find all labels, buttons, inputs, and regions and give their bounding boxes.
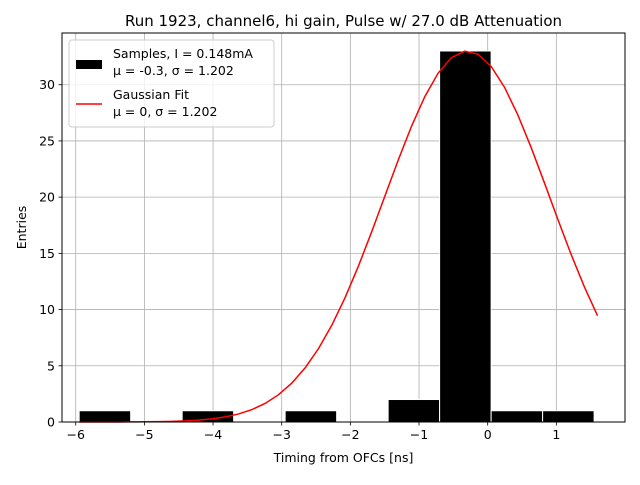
y-axis-ticks: 0 5 10 15 20 25 30 <box>39 77 62 430</box>
plot-area-frame <box>61 32 626 423</box>
x-axis-ticks: −6 −5 −4 −3 −2 −1 0 1 <box>67 422 560 442</box>
legend-histogram-swatch <box>76 60 102 69</box>
legend: Samples, I = 0.148mA μ = -0.3, σ = 1.202… <box>68 39 275 128</box>
y-axis-label: Entries <box>14 206 29 250</box>
histogram-bar <box>439 50 492 423</box>
x-tick-label: −6 <box>67 427 85 442</box>
chart-title: Run 1923, channel6, hi gain, Pulse w/ 27… <box>125 12 562 30</box>
histogram-bar <box>78 410 132 423</box>
legend-fit-stats: μ = 0, σ = 1.202 <box>113 104 217 119</box>
x-tick-label: −1 <box>410 427 428 442</box>
x-tick-label: −5 <box>135 427 153 442</box>
legend-box <box>68 39 275 128</box>
histogram-bar <box>387 399 441 423</box>
x-tick-label: 1 <box>552 427 560 442</box>
x-tick-label: 0 <box>484 427 492 442</box>
legend-fit-label: Gaussian Fit <box>113 87 189 102</box>
y-tick-label: 30 <box>39 77 55 92</box>
x-tick-label: −3 <box>272 427 290 442</box>
x-tick-label: −4 <box>204 427 222 442</box>
y-tick-label: 25 <box>39 133 55 148</box>
y-tick-label: 0 <box>47 415 55 430</box>
histogram-bar <box>284 410 338 423</box>
y-tick-label: 20 <box>39 190 55 205</box>
y-tick-label: 10 <box>39 302 55 317</box>
y-tick-label: 5 <box>47 358 55 373</box>
legend-histogram-label: Samples, I = 0.148mA <box>113 46 253 61</box>
legend-histogram-stats: μ = -0.3, σ = 1.202 <box>113 63 234 78</box>
x-tick-label: −2 <box>341 427 359 442</box>
y-tick-label: 15 <box>39 246 55 261</box>
histogram-bar <box>542 410 595 423</box>
x-axis-label: Timing from OFCs [ns] <box>273 450 414 465</box>
histogram-bar <box>490 410 544 423</box>
